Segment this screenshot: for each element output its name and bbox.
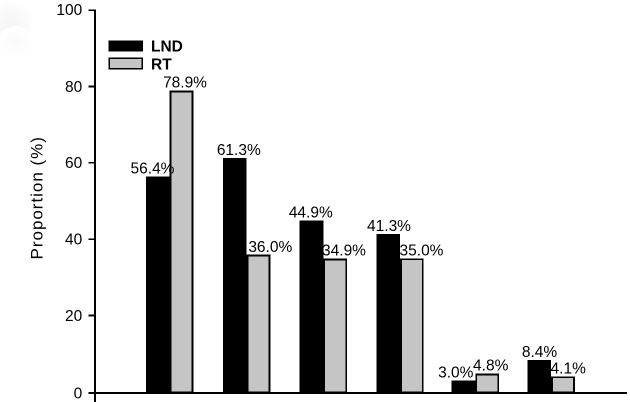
svg-text:60: 60	[65, 155, 83, 172]
svg-text:35.0%: 35.0%	[400, 242, 444, 259]
svg-text:78.9%: 78.9%	[163, 75, 207, 92]
svg-text:LND: LND	[151, 39, 183, 56]
svg-text:100: 100	[56, 2, 82, 19]
svg-text:56.4%: 56.4%	[131, 161, 175, 178]
svg-text:4.8%: 4.8%	[473, 358, 509, 375]
svg-text:Proportion (%): Proportion (%)	[28, 136, 47, 259]
svg-text:36.0%: 36.0%	[248, 239, 292, 256]
svg-text:4.1%: 4.1%	[551, 360, 587, 377]
svg-text:40: 40	[65, 232, 83, 249]
svg-text:61.3%: 61.3%	[217, 142, 261, 159]
svg-text:0: 0	[74, 385, 83, 402]
svg-text:44.9%: 44.9%	[289, 205, 333, 222]
svg-text:34.9%: 34.9%	[322, 243, 366, 260]
svg-text:41.3%: 41.3%	[367, 218, 411, 235]
svg-text:8.4%: 8.4%	[522, 344, 558, 361]
svg-text:RT: RT	[151, 56, 172, 73]
svg-text:80: 80	[65, 79, 83, 96]
svg-text:20: 20	[65, 308, 83, 325]
svg-text:3.0%: 3.0%	[438, 365, 474, 382]
